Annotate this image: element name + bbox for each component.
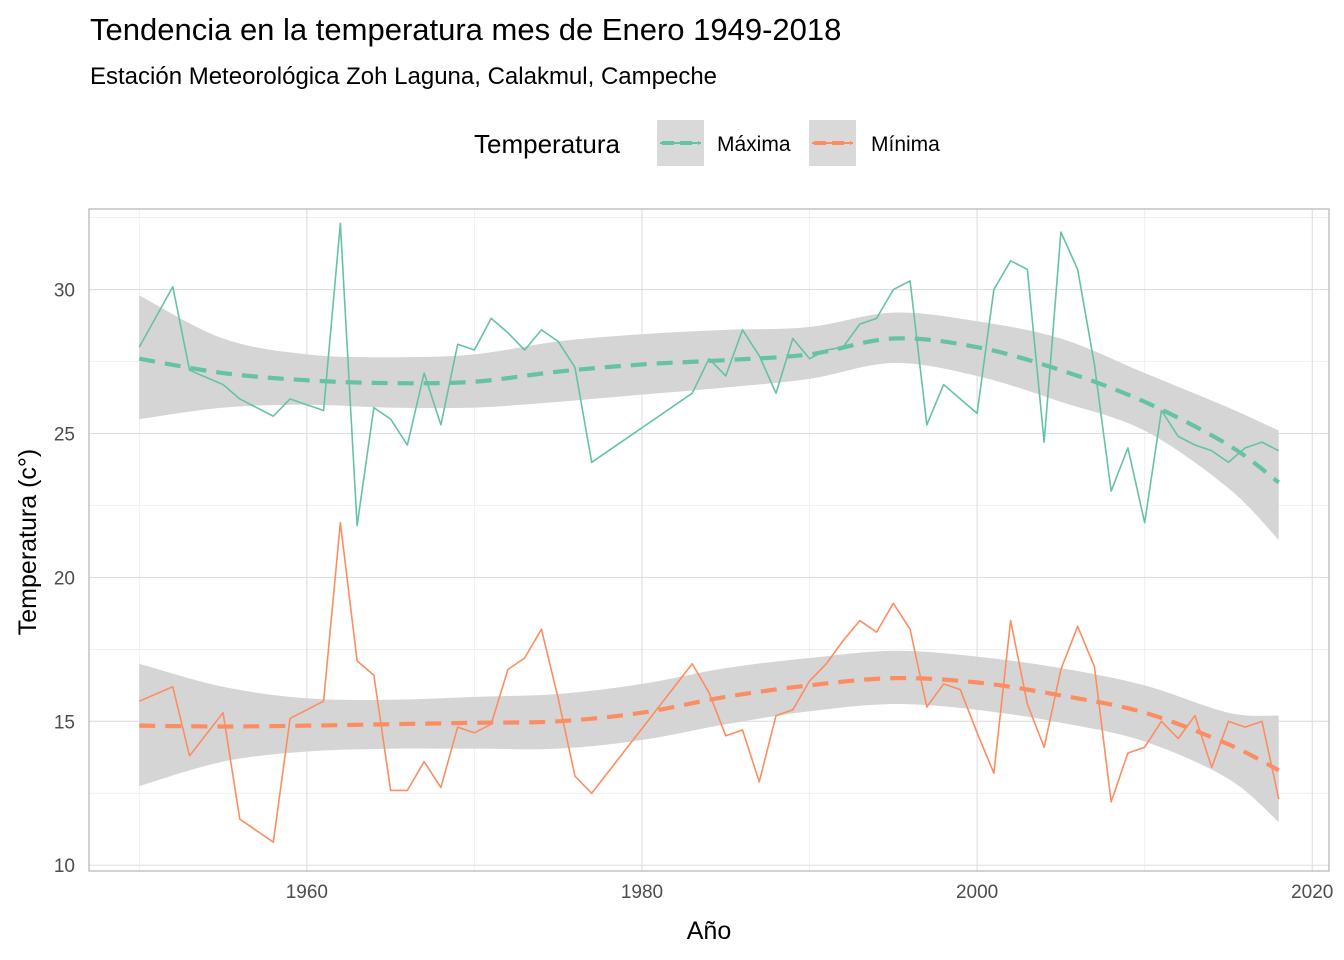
series-line-maxima [138, 222, 1280, 527]
y-tick-label: 30 [54, 281, 75, 302]
grid [89, 209, 1329, 871]
confidence-ribbons [139, 295, 1279, 823]
plot-area: 1960 1980 2000 2020 10 15 20 25 30 [54, 208, 1334, 903]
y-tick-label: 10 [54, 856, 75, 877]
trend-lines [138, 336, 1280, 773]
y-tick-label: 20 [54, 568, 75, 589]
legend: Temperatura Máxima Mínima [474, 120, 940, 166]
trend-line-minima [139, 675, 1280, 773]
panel-border [88, 208, 1330, 872]
x-tick-label: 1960 [286, 882, 328, 903]
confidence-ribbon-minima [139, 650, 1279, 823]
y-axis-ticks: 10 15 20 25 30 [54, 281, 75, 878]
series-lines [138, 222, 1280, 844]
legend-label-maxima: Máxima [717, 133, 791, 156]
y-tick-label: 15 [54, 712, 75, 733]
x-tick-label: 2000 [956, 882, 998, 903]
x-tick-label: 1980 [621, 882, 663, 903]
y-tick-label: 25 [54, 425, 75, 446]
x-tick-label: 2020 [1291, 882, 1333, 903]
confidence-ribbon-maxima [139, 295, 1279, 540]
trend-line-maxima [138, 336, 1280, 485]
x-axis-title: Año [687, 917, 731, 945]
x-axis-ticks: 1960 1980 2000 2020 [286, 882, 1334, 903]
legend-title: Temperatura [474, 129, 620, 159]
legend-label-minima: Mínima [871, 133, 940, 156]
chart-subtitle: Estación Meteorológica Zoh Laguna, Calak… [90, 63, 717, 90]
y-axis-title: Temperatura (c°) [14, 449, 42, 635]
series-line-minima [138, 521, 1280, 844]
chart-title: Tendencia en la temperatura mes de Enero… [90, 12, 841, 47]
